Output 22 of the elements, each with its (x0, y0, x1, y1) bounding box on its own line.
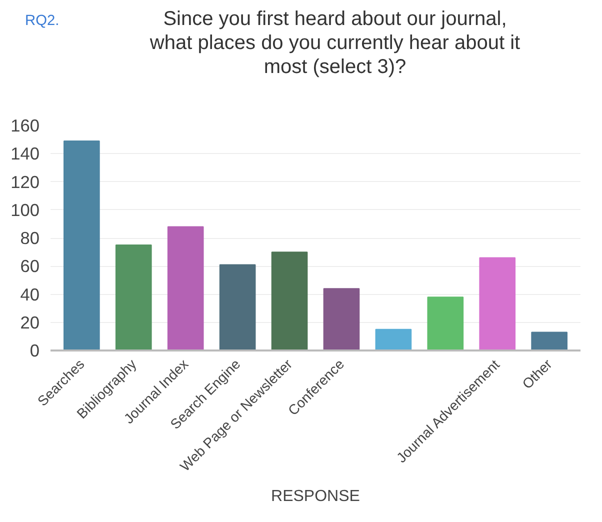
y-tick-label: 140 (10, 144, 40, 164)
y-tick-label: 100 (10, 200, 40, 220)
bar (531, 332, 568, 350)
bar (167, 226, 204, 350)
bar (64, 140, 100, 350)
bar (115, 244, 152, 350)
x-axis-title: RESPONSE (271, 488, 360, 505)
bar (271, 252, 308, 350)
bar (479, 257, 516, 350)
y-tick-label: 20 (20, 312, 40, 332)
text: RQ2. (25, 13, 60, 29)
y-tick-label: 160 (10, 116, 40, 136)
y-tick-label: 40 (20, 284, 40, 304)
bar (427, 296, 464, 350)
y-tick-label: 80 (20, 228, 40, 248)
bar (375, 328, 412, 350)
y-tick-label: 120 (10, 172, 40, 192)
y-tick-label: 60 (20, 256, 40, 276)
bar (219, 264, 256, 350)
chart-title: Since you first heard about our journal, what places do you currently hear about it most (select 3)? (148, 7, 522, 79)
y-tick-label: 0 (30, 340, 40, 360)
bar (323, 288, 360, 350)
